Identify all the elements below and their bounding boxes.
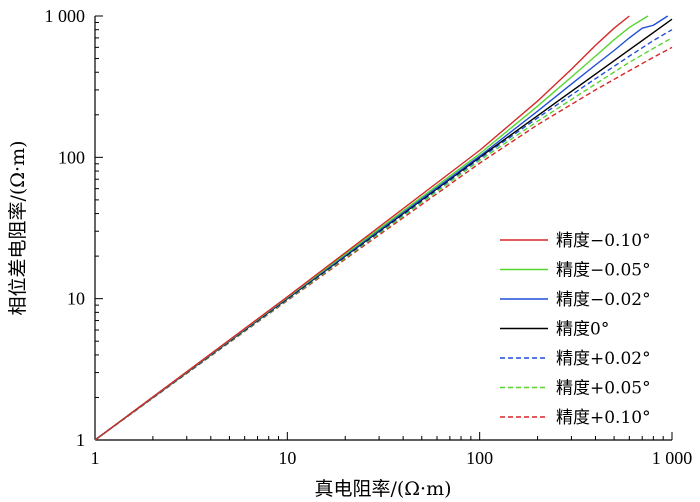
x-tick-label: 1 — [91, 448, 100, 468]
y-tick-label: 100 — [58, 147, 85, 167]
x-tick-label: 1 000 — [652, 448, 693, 468]
series-line — [94, 46, 673, 441]
series-line — [94, 37, 673, 441]
series-line — [94, 15, 630, 441]
y-tick-label: 10 — [67, 289, 85, 309]
axes — [94, 16, 672, 441]
legend-label: 精度−0.02° — [556, 290, 651, 310]
series-line — [94, 29, 673, 441]
y-tick-label: 1 000 — [45, 6, 86, 26]
legend-label: 精度+0.10° — [556, 408, 651, 428]
x-tick-label: 10 — [278, 448, 296, 468]
legend: 精度−0.10° 精度−0.05° 精度−0.02° 精度0° 精度+0.02° 精度+0… — [500, 231, 651, 428]
legend-label: 精度+0.02° — [556, 349, 651, 369]
y-axis-title: 相位差电阻率/(Ω·m) — [7, 140, 29, 315]
x-tick-label: 100 — [466, 448, 493, 468]
legend-label: 精度−0.10° — [556, 231, 651, 251]
legend-label: 精度−0.05° — [556, 261, 651, 281]
series-line — [94, 15, 669, 441]
x-axis-title: 真电阻率/(Ω·m) — [314, 478, 451, 500]
legend-label: 精度0° — [556, 320, 609, 340]
y-tick-label: 1 — [76, 430, 85, 450]
legend-label: 精度+0.05° — [556, 379, 651, 399]
ticks: 1 10 100 1 000 1 10 100 1 000 — [45, 6, 693, 468]
series-line — [94, 15, 649, 441]
series-layer — [94, 15, 673, 441]
